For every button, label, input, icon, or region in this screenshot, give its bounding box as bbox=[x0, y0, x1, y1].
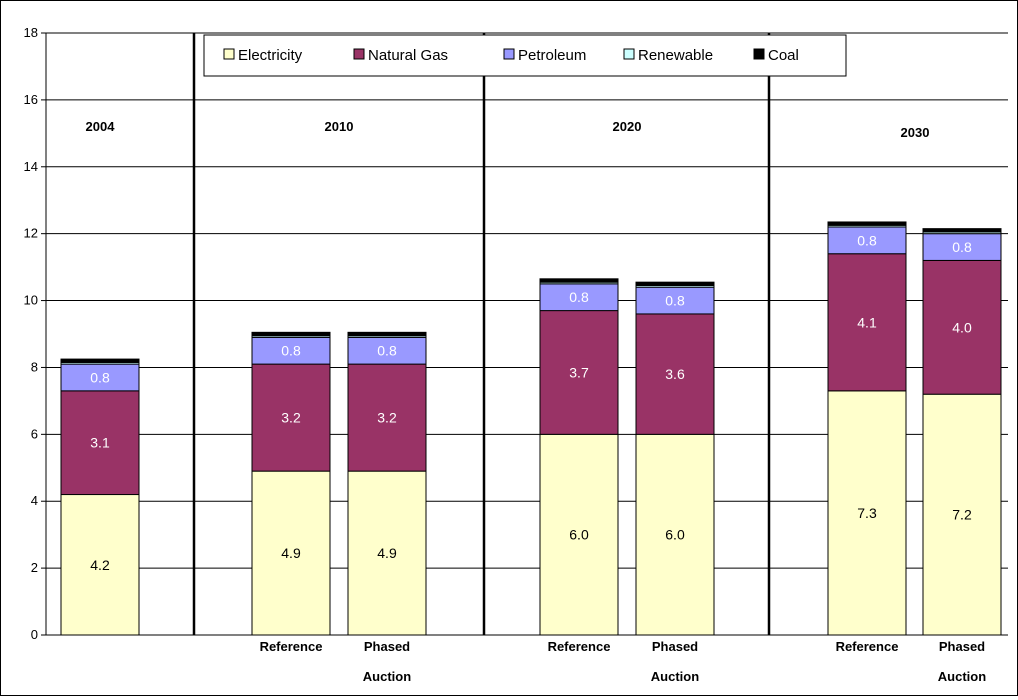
data-label: 7.2 bbox=[952, 507, 972, 523]
legend-label: Natural Gas bbox=[368, 47, 448, 64]
category-label: Reference bbox=[260, 639, 323, 654]
legend-label: Renewable bbox=[638, 47, 713, 64]
data-label: 3.7 bbox=[569, 364, 589, 380]
bar-segment-electricity bbox=[922, 393, 1002, 636]
legend-swatch bbox=[503, 48, 515, 60]
bar-segment-petroleum bbox=[827, 226, 907, 255]
data-label: 0.8 bbox=[952, 239, 972, 255]
data-label: 6.0 bbox=[665, 527, 685, 543]
data-label: 3.2 bbox=[281, 410, 301, 426]
data-label: 6.0 bbox=[569, 527, 589, 543]
category-label: Auction bbox=[363, 669, 411, 684]
bar-segment-electricity bbox=[827, 390, 907, 636]
group-title-2020: 2020 bbox=[613, 119, 642, 134]
bar-segment-coal bbox=[827, 221, 907, 226]
category-label: Reference bbox=[836, 639, 899, 654]
bar-segment-electricity bbox=[635, 433, 715, 636]
bar-segment-electricity bbox=[251, 470, 331, 636]
data-label: 3.6 bbox=[665, 366, 685, 382]
category-label: Auction bbox=[651, 669, 699, 684]
bar-segment-electricity bbox=[60, 494, 140, 636]
category-label: Reference bbox=[548, 639, 611, 654]
bar-segment-natural-gas bbox=[539, 310, 619, 435]
data-label: 3.2 bbox=[377, 410, 397, 426]
bar-segment-coal bbox=[347, 331, 427, 337]
legend-label: Coal bbox=[768, 47, 799, 64]
data-label: 4.2 bbox=[90, 557, 110, 573]
y-tick-label: 2 bbox=[31, 560, 38, 575]
bar-segment-petroleum bbox=[251, 336, 331, 365]
legend-label: Electricity bbox=[238, 47, 303, 64]
data-label: 0.8 bbox=[281, 343, 301, 359]
y-tick-label: 6 bbox=[31, 426, 38, 441]
legend-swatch bbox=[753, 48, 765, 60]
legend bbox=[203, 34, 847, 77]
bar-segment-natural-gas bbox=[922, 259, 1002, 395]
group-title-2004: 2004 bbox=[86, 119, 116, 134]
legend-swatch bbox=[223, 48, 235, 60]
category-label: Phased bbox=[652, 639, 698, 654]
bar-segment-natural-gas bbox=[251, 363, 331, 472]
data-label: 7.3 bbox=[857, 505, 877, 521]
data-label: 3.1 bbox=[90, 435, 110, 451]
bar-segment-petroleum bbox=[347, 336, 427, 365]
group-title-2010: 2010 bbox=[325, 119, 354, 134]
y-tick-label: 10 bbox=[24, 293, 38, 308]
legend-swatch bbox=[353, 48, 365, 60]
bar-segment-petroleum bbox=[60, 363, 140, 392]
legend-label: Petroleum bbox=[518, 47, 586, 64]
y-tick-label: 18 bbox=[24, 25, 38, 40]
bar-segment-coal bbox=[539, 278, 619, 283]
bar-segment-petroleum bbox=[922, 233, 1002, 261]
y-tick-label: 4 bbox=[31, 493, 38, 508]
data-label: 0.8 bbox=[569, 289, 589, 305]
bar-segment-coal bbox=[922, 228, 1002, 233]
y-tick-label: 12 bbox=[24, 226, 38, 241]
data-label: 4.1 bbox=[857, 314, 877, 330]
data-label: 4.9 bbox=[377, 545, 397, 561]
data-label: 0.8 bbox=[377, 343, 397, 359]
bar-segment-natural-gas bbox=[60, 390, 140, 496]
bar-segment-coal bbox=[635, 281, 715, 287]
bar-segment-natural-gas bbox=[347, 363, 427, 472]
category-label: Phased bbox=[939, 639, 985, 654]
data-label: 4.0 bbox=[952, 319, 972, 335]
legend-swatch bbox=[623, 48, 635, 60]
bar-segment-coal bbox=[60, 358, 140, 363]
data-label: 4.9 bbox=[281, 545, 301, 561]
bar-segment-petroleum bbox=[539, 283, 619, 312]
data-label: 0.8 bbox=[90, 369, 110, 385]
y-tick-label: 14 bbox=[24, 159, 38, 174]
bar-segment-electricity bbox=[539, 433, 619, 636]
bar-segment-coal bbox=[251, 331, 331, 337]
data-label: 0.8 bbox=[665, 293, 685, 309]
category-label: Auction bbox=[938, 669, 986, 684]
category-label: Phased bbox=[364, 639, 410, 654]
y-tick-label: 8 bbox=[31, 359, 38, 374]
bar-segment-petroleum bbox=[635, 286, 715, 315]
y-tick-label: 0 bbox=[31, 627, 38, 642]
y-tick-label: 16 bbox=[24, 92, 38, 107]
group-title-2030: 2030 bbox=[901, 125, 930, 140]
data-label: 0.8 bbox=[857, 232, 877, 248]
bar-segment-electricity bbox=[347, 470, 427, 636]
